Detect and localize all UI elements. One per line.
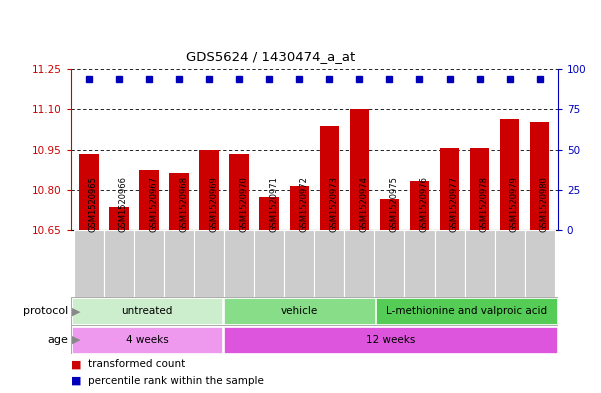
Text: GSM1520967: GSM1520967 — [149, 176, 158, 232]
Bar — [500, 119, 519, 230]
Text: percentile rank within the sample: percentile rank within the sample — [88, 376, 264, 386]
Bar — [230, 154, 249, 230]
Text: GDS5624 / 1430474_a_at: GDS5624 / 1430474_a_at — [186, 50, 355, 63]
Bar — [320, 126, 339, 230]
Bar — [74, 230, 104, 297]
Text: L-methionine and valproic acid: L-methionine and valproic acid — [386, 306, 547, 316]
Bar — [465, 230, 495, 297]
Text: GSM1520971: GSM1520971 — [269, 176, 278, 232]
Bar — [109, 208, 129, 230]
Bar — [72, 298, 222, 324]
Bar — [404, 230, 435, 297]
Bar — [410, 181, 429, 230]
Bar — [79, 154, 99, 230]
Text: GSM1520980: GSM1520980 — [540, 176, 549, 232]
Bar — [169, 173, 189, 230]
Bar — [525, 230, 555, 297]
Text: GSM1520976: GSM1520976 — [419, 176, 429, 232]
Bar — [376, 298, 557, 324]
Text: GSM1520965: GSM1520965 — [89, 176, 98, 232]
Text: 4 weeks: 4 weeks — [126, 334, 168, 345]
Bar — [164, 230, 194, 297]
Bar — [72, 327, 222, 353]
Bar — [440, 149, 459, 230]
Text: GSM1520973: GSM1520973 — [329, 176, 338, 232]
Text: untreated: untreated — [121, 306, 172, 316]
Text: ■: ■ — [71, 376, 81, 386]
Bar — [350, 109, 369, 230]
Text: ■: ■ — [71, 359, 81, 369]
Bar — [470, 149, 489, 230]
Bar — [344, 230, 374, 297]
Bar — [314, 230, 344, 297]
Text: ▶: ▶ — [72, 306, 81, 316]
Text: GSM1520972: GSM1520972 — [299, 176, 308, 232]
Bar — [200, 150, 219, 230]
Text: vehicle: vehicle — [281, 306, 318, 316]
Bar — [284, 230, 314, 297]
Bar — [224, 327, 557, 353]
Text: GSM1520974: GSM1520974 — [359, 176, 368, 232]
Bar — [139, 170, 159, 230]
Text: GSM1520970: GSM1520970 — [239, 176, 248, 232]
Bar — [290, 186, 309, 230]
Bar — [134, 230, 164, 297]
Text: protocol: protocol — [23, 306, 68, 316]
Text: GSM1520975: GSM1520975 — [389, 176, 398, 232]
Bar — [254, 230, 284, 297]
Bar — [224, 298, 374, 324]
Bar — [194, 230, 224, 297]
Bar — [435, 230, 465, 297]
Bar — [374, 230, 404, 297]
Bar — [224, 230, 254, 297]
Bar — [530, 121, 549, 230]
Text: transformed count: transformed count — [88, 359, 185, 369]
Text: ▶: ▶ — [72, 334, 81, 345]
Text: GSM1520978: GSM1520978 — [480, 176, 489, 232]
Bar — [260, 197, 279, 230]
Bar — [495, 230, 525, 297]
Text: age: age — [47, 334, 68, 345]
Bar — [380, 199, 399, 230]
Text: GSM1520979: GSM1520979 — [510, 176, 519, 232]
Bar — [104, 230, 134, 297]
Text: GSM1520977: GSM1520977 — [450, 176, 459, 232]
Text: GSM1520969: GSM1520969 — [209, 176, 218, 232]
Text: 12 weeks: 12 weeks — [365, 334, 415, 345]
Text: GSM1520968: GSM1520968 — [179, 176, 188, 232]
Text: GSM1520966: GSM1520966 — [119, 176, 128, 232]
